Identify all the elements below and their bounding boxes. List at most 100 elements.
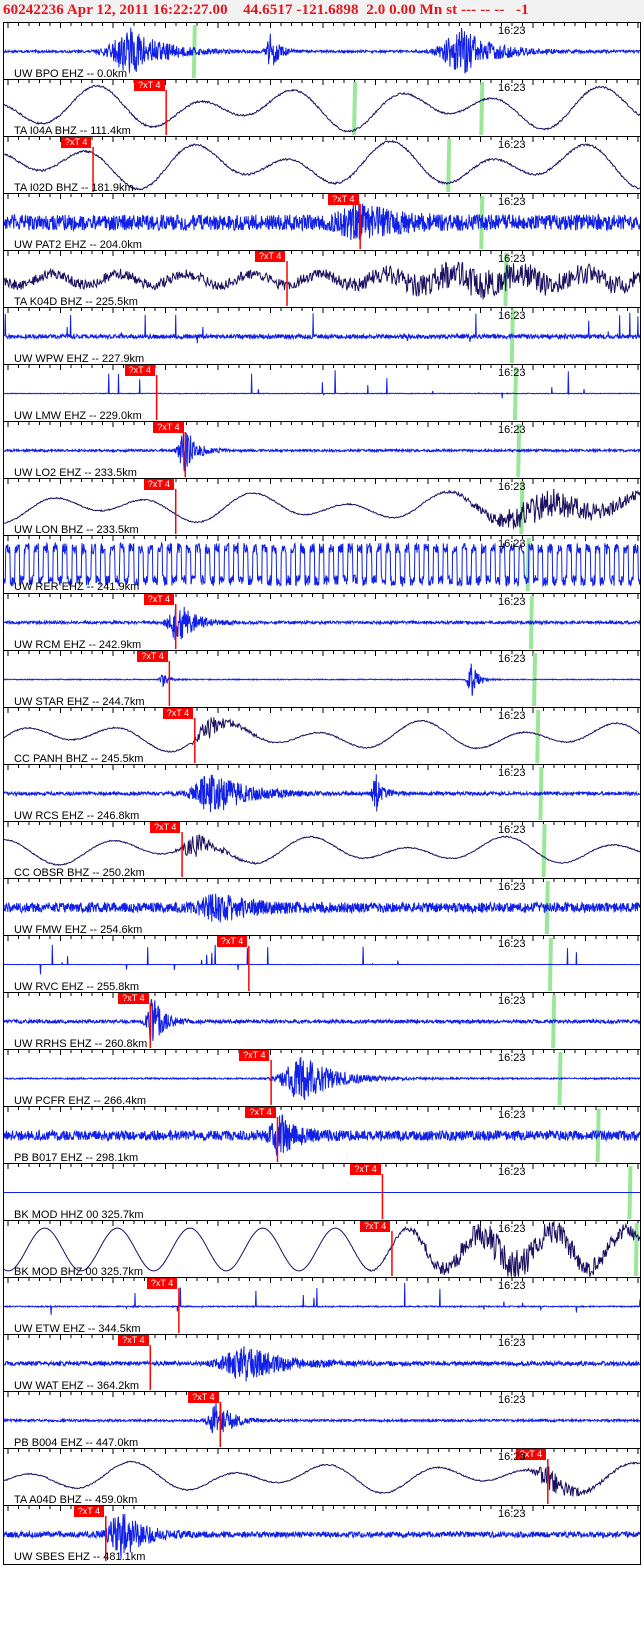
minute-label: 16:23 [498, 196, 526, 209]
waveform-canvas [4, 194, 640, 250]
minute-label: 16:23 [498, 367, 526, 380]
waveform-trace [4, 1400, 640, 1434]
trace-panel: ?xT 4 16:23 TA A04D BHZ -- 459.0km [3, 1448, 641, 1509]
waveform-trace [4, 834, 640, 866]
station-channel-label: UW LON BHZ -- 233.5km [14, 524, 139, 537]
minute-label: 16:23 [498, 709, 526, 722]
trace-panel: ?xT 4 16:23 UW LMW EHZ -- 229.0km [3, 364, 641, 425]
trace-panel: ?xT 4 16:23 CC OBSR BHZ -- 250.2km [3, 820, 641, 881]
waveform-canvas [4, 650, 640, 706]
minute-label: 16:23 [498, 424, 526, 437]
minute-label: 16:23 [498, 25, 526, 37]
waveform-trace [4, 1346, 640, 1382]
waveform-canvas [4, 536, 640, 592]
phase-pick-label[interactable]: ?xT 4 [188, 1392, 219, 1404]
waveform-trace [4, 998, 640, 1041]
minute-label: 16:23 [498, 1280, 526, 1293]
waveform-canvas [4, 1449, 640, 1505]
station-channel-label: UW FMW EHZ -- 254.6km [14, 923, 143, 936]
phase-pick-label[interactable]: ?xT 4 [150, 821, 181, 833]
trace-panel: ?xT 4 16:23 UW SBES EHZ -- 481.1km [3, 1505, 641, 1566]
minute-label: 16:23 [498, 1508, 526, 1521]
trace-panel: ?xT 4 16:23 BK MOD BHZ 00 325.7km [3, 1220, 641, 1281]
phase-pick-label[interactable]: ?xT 4 [239, 1049, 270, 1061]
waveform-trace [4, 606, 640, 640]
phase-pick-label[interactable]: ?xT 4 [245, 1106, 276, 1118]
phase-pick-label[interactable]: ?xT 4 [143, 593, 175, 605]
station-channel-label: UW STAR EHZ -- 244.7km [14, 695, 145, 708]
phase-pick-label[interactable]: ?xT 4 [143, 479, 175, 491]
phase-pick-label[interactable]: ?xT 4 [73, 1506, 105, 1518]
waveform-trace [4, 1114, 640, 1156]
waveform-trace [4, 312, 640, 344]
station-channel-label: UW ETW EHZ -- 344.5km [14, 1323, 141, 1336]
trace-panel: ?xT 4 16:23 CC PANH BHZ -- 245.5km [3, 706, 641, 767]
phase-pick-label[interactable]: ?xT 4 [118, 1335, 149, 1347]
waveform-trace [4, 261, 640, 300]
trace-panel: ?xT 4 16:23 UW RRHS EHZ -- 260.8km [3, 991, 641, 1052]
minute-label: 16:23 [498, 937, 526, 950]
seismogram-trace-list: 16:23 UW BPO EHZ -- 0.0km ?xT 4 16:23 TA I04… [0, 22, 644, 1646]
phase-pick-label[interactable]: ?xT 4 [61, 137, 92, 149]
waveform-trace [4, 1514, 640, 1560]
station-channel-label: TA I04A BHZ -- 111.4km [14, 125, 131, 138]
phase-pick-label[interactable]: ?xT 4 [162, 707, 194, 719]
station-channel-label: UW SBES EHZ -- 481.1km [14, 1551, 146, 1564]
phase-pick-label[interactable]: ?xT 4 [216, 935, 248, 947]
waveform-trace [4, 1282, 640, 1315]
minute-label: 16:23 [498, 1223, 526, 1236]
station-channel-label: UW LO2 EHZ -- 233.5km [14, 467, 137, 480]
predicted-arrival-marker [551, 994, 557, 1048]
predicted-arrival-marker [633, 1223, 639, 1277]
waveform-trace [4, 1222, 640, 1277]
waveform-canvas [4, 764, 640, 820]
waveform-canvas [4, 80, 640, 136]
phase-pick-label[interactable]: ?xT 4 [328, 194, 359, 206]
waveform-canvas [4, 593, 640, 649]
waveform-trace [4, 716, 640, 753]
waveform-canvas [4, 878, 640, 934]
minute-label: 16:23 [498, 538, 526, 551]
station-channel-label: TA I02D BHZ -- 181.9km [14, 182, 134, 195]
trace-panel: ?xT 4 16:23 UW STAR EHZ -- 244.7km [3, 649, 641, 710]
phase-pick-label[interactable]: ?xT 4 [153, 422, 184, 434]
waveform-trace [4, 663, 640, 696]
station-channel-label: UW LMW EHZ -- 229.0km [14, 410, 142, 423]
station-channel-label: UW WAT EHZ -- 364.2km [14, 1380, 140, 1393]
phase-pick-label[interactable]: ?xT 4 [137, 650, 168, 662]
phase-pick-label[interactable]: ?xT 4 [118, 992, 149, 1004]
event-header-bar: 60242236 Apr 12, 2011 16:22:27.00 44.651… [0, 0, 644, 22]
waveform-canvas [4, 1335, 640, 1391]
waveform-canvas [4, 23, 640, 79]
waveform-trace [4, 489, 640, 530]
phase-pick-label[interactable]: ?xT 4 [124, 365, 155, 377]
phase-pick-label[interactable]: ?xT 4 [515, 1449, 547, 1461]
waveform-trace [4, 27, 640, 74]
minute-label: 16:23 [498, 139, 526, 152]
station-channel-label: CC PANH BHZ -- 245.5km [14, 752, 144, 765]
minute-label: 16:23 [498, 823, 526, 836]
waveform-canvas [4, 1278, 640, 1334]
station-channel-label: BK MOD BHZ 00 325.7km [14, 1266, 143, 1279]
station-channel-label: UW BPO EHZ -- 0.0km [14, 68, 128, 80]
station-channel-label: UW RER EHZ -- 241.9km [14, 581, 140, 594]
phase-pick-label[interactable]: ?xT 4 [134, 80, 165, 92]
station-channel-label: UW PAT2 EHZ -- 204.0km [14, 239, 142, 252]
minute-label: 16:23 [498, 253, 526, 266]
phase-pick-label[interactable]: ?xT 4 [255, 251, 286, 263]
trace-panel: ?xT 4 16:23 TA I02D BHZ -- 181.9km [3, 136, 641, 197]
station-channel-label: UW WPW EHZ -- 227.9km [14, 353, 145, 366]
station-channel-label: PB B017 EHZ -- 298.1km [14, 1151, 139, 1164]
waveform-trace [4, 370, 640, 399]
waveform-canvas [4, 992, 640, 1048]
station-channel-label: BK MOD HHZ 00 325.7km [14, 1209, 144, 1221]
phase-pick-label[interactable]: ?xT 4 [146, 1278, 178, 1290]
station-channel-label: TA A04D BHZ -- 459.0km [14, 1494, 138, 1507]
minute-label: 16:23 [498, 1394, 526, 1407]
trace-panel: ?xT 4 16:23 UW WAT EHZ -- 364.2km [3, 1334, 641, 1395]
waveform-canvas [4, 422, 640, 478]
minute-label: 16:23 [498, 1166, 526, 1178]
waveform-trace [4, 84, 640, 133]
phase-pick-label[interactable]: ?xT 4 [359, 1221, 391, 1233]
phase-pick-label[interactable]: ?xT 4 [350, 1164, 381, 1175]
